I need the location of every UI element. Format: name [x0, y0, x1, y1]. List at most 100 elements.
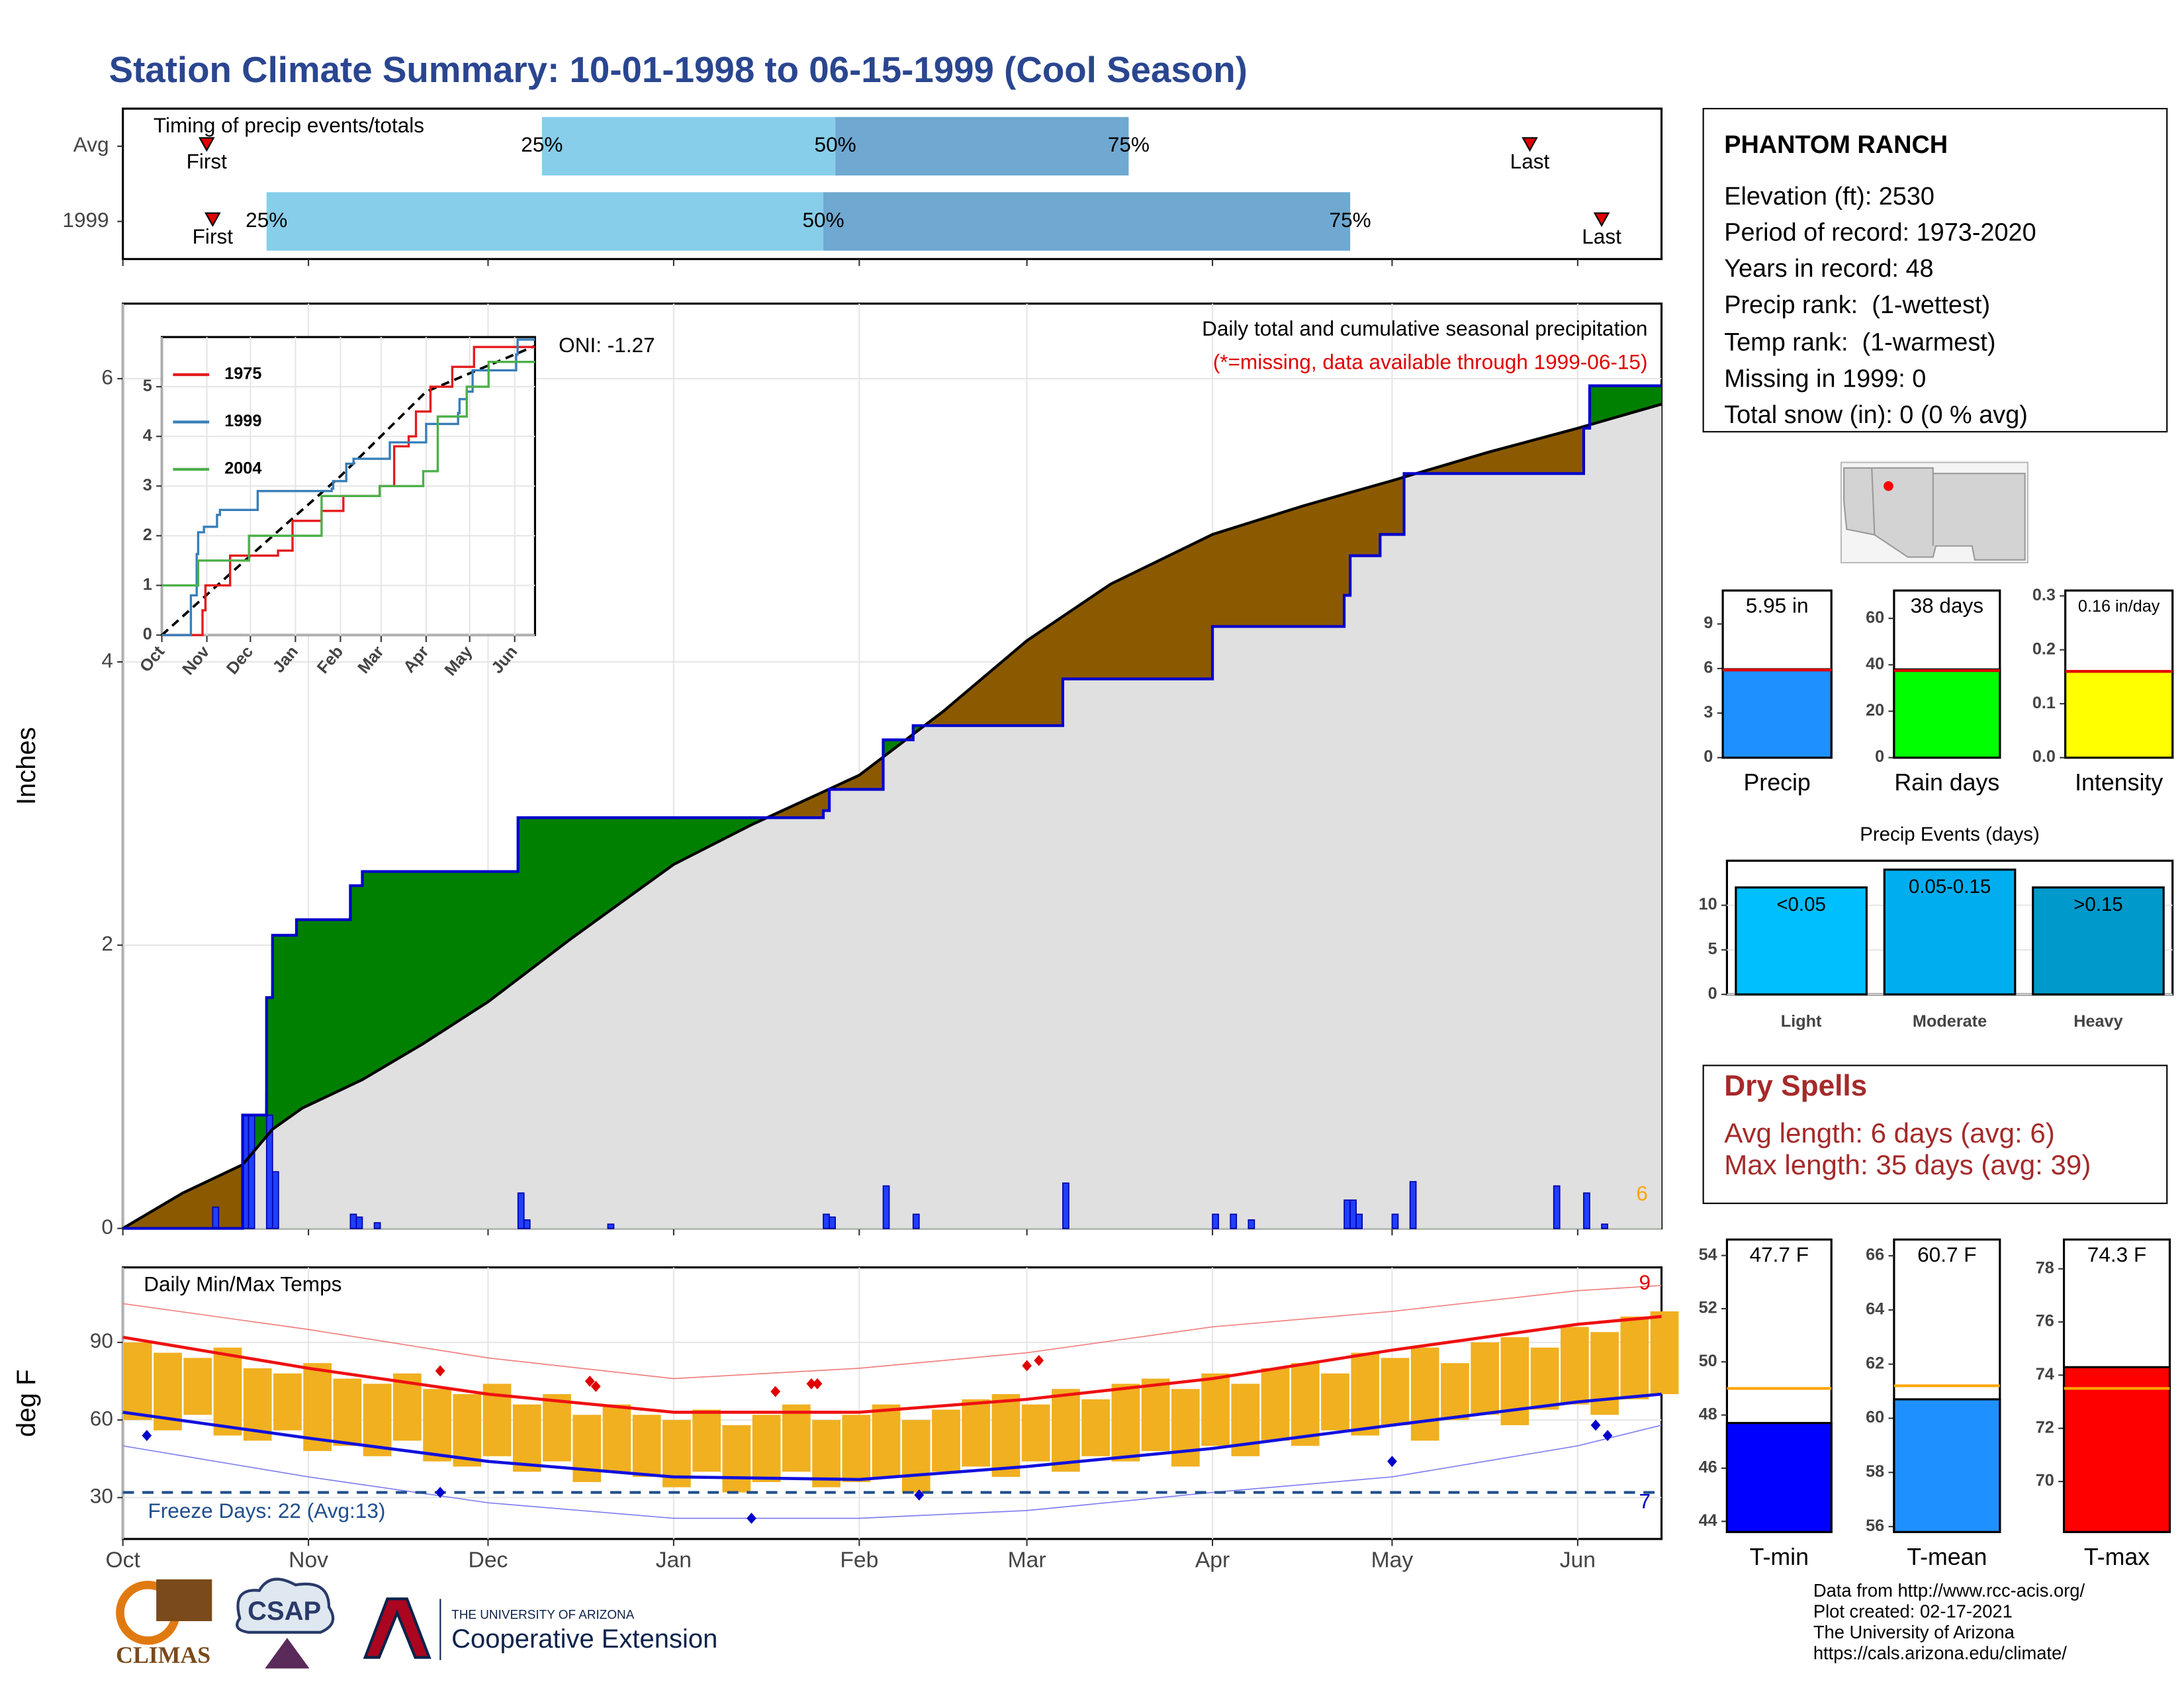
- temp-bar: [1590, 1332, 1619, 1415]
- daily-bar: [1343, 1199, 1351, 1229]
- daily-bar: [1230, 1213, 1238, 1229]
- temp-bar: [1650, 1311, 1679, 1395]
- timing-title: Timing of precip events/totals: [154, 113, 424, 137]
- daily-bar: [1409, 1181, 1417, 1229]
- temp-bar: [901, 1420, 931, 1493]
- event-label: Last: [1510, 149, 1550, 173]
- y-tick-label: 58: [1866, 1462, 1884, 1481]
- temp-bar: [692, 1409, 721, 1472]
- extension-name: Cooperative Extension: [451, 1624, 717, 1654]
- temp-bar: [752, 1415, 781, 1482]
- ua-name: THE UNIVERSITY OF ARIZONA: [451, 1609, 635, 1622]
- temp-bar: [123, 1342, 152, 1421]
- daily-bar: [1248, 1219, 1255, 1229]
- record-marker: [806, 1378, 817, 1389]
- value-label: 60.7 F: [1917, 1243, 1976, 1266]
- y-tick-label: 6: [101, 365, 113, 389]
- daily-bar: [607, 1223, 615, 1229]
- temp-bar: [183, 1358, 212, 1415]
- temp-bar: [1081, 1399, 1111, 1456]
- temp-bar: [1410, 1347, 1439, 1441]
- y-tick-label: 44: [1699, 1511, 1717, 1530]
- daily-bar: [1212, 1213, 1219, 1229]
- y-tick-label: 5: [1708, 940, 1717, 959]
- y-tick-label: 0: [1875, 747, 1884, 766]
- y-tick-label: 66: [1866, 1246, 1884, 1264]
- daily-bar: [1553, 1185, 1561, 1229]
- precip-title: Daily total and cumulative seasonal prec…: [1202, 316, 1647, 340]
- y-tick-label: 0: [1708, 984, 1717, 1003]
- quantile-label: 25%: [246, 208, 287, 232]
- record-marker: [435, 1487, 445, 1498]
- temp-bar: [453, 1394, 482, 1467]
- footer-line: Plot created: 02-17-2021: [1813, 1601, 2013, 1622]
- record-marker: [812, 1378, 823, 1389]
- y-tick-label: 46: [1699, 1458, 1717, 1477]
- temp-line: [122, 1425, 1662, 1519]
- footer-line: Data from http://www.rcc-acis.org/: [1813, 1580, 2085, 1601]
- series-line: [161, 338, 535, 637]
- y-tick-label: 4: [101, 648, 113, 672]
- y-tick-label: 56: [1866, 1517, 1884, 1535]
- series-line: [161, 346, 535, 637]
- event-bar: [1735, 886, 1868, 996]
- csap-logo: CSAP: [248, 1597, 321, 1626]
- value-label: 74.3 F: [2087, 1243, 2146, 1266]
- daily-bar: [248, 1114, 255, 1229]
- footer: Data from http://www.rcc-acis.org/ Plot …: [1813, 1580, 2085, 1664]
- category-label: Heavy: [2073, 1012, 2122, 1031]
- y-tick-label: 48: [1699, 1405, 1717, 1423]
- temp-bar: [872, 1404, 901, 1477]
- temp-bar: [1471, 1342, 1500, 1415]
- y-tick-label: 70: [2036, 1472, 2054, 1490]
- note-high: 9: [1639, 1270, 1651, 1294]
- temp-bar: [991, 1394, 1021, 1477]
- record-marker: [747, 1513, 756, 1524]
- record-marker: [584, 1376, 595, 1387]
- temp-bar: [1441, 1363, 1469, 1421]
- y-tick-label: 6: [1704, 659, 1713, 677]
- event-bar: [2032, 886, 2165, 996]
- x-tick-label: Nov: [289, 1548, 328, 1572]
- events-title: Precip Events (days): [1860, 823, 2040, 845]
- note-low: 7: [1639, 1489, 1651, 1513]
- temp-bar: [423, 1389, 451, 1462]
- legend-label: 2004: [224, 459, 261, 478]
- category-label: T-max: [2084, 1544, 2150, 1570]
- station-line: Total snow (in): 0 (0 % avg): [1724, 401, 2028, 429]
- y-tick-label: 60: [90, 1406, 113, 1430]
- y-tick-label: 62: [1866, 1354, 1884, 1372]
- temp-bar: [1351, 1352, 1380, 1436]
- y-tick-label: 52: [1699, 1299, 1717, 1317]
- y-tick-label: 0.2: [2032, 639, 2056, 658]
- temp-bar: [812, 1420, 841, 1487]
- y-tick-label: 50: [1699, 1352, 1717, 1370]
- station-line: Precip rank: (1-wettest): [1724, 291, 1990, 319]
- temp-bar: [782, 1404, 811, 1472]
- daily-bar: [1355, 1213, 1363, 1229]
- temp-line: [122, 1392, 1662, 1481]
- station-line: Temp rank: (1-warmest): [1724, 329, 1995, 357]
- y-tick-label: 4: [143, 426, 152, 445]
- daily-bar: [373, 1222, 381, 1229]
- row-label: 1999: [62, 208, 109, 232]
- event-bar: [1883, 868, 2017, 996]
- late-bar: [823, 192, 1351, 251]
- temp-bar: [213, 1347, 242, 1436]
- early-bar: [266, 192, 824, 251]
- temp-bar: [1111, 1383, 1140, 1462]
- temp-bar: [1141, 1378, 1170, 1452]
- dry-spells: Dry Spells Avg length: 6 days (avg: 6) M…: [1702, 1064, 2168, 1204]
- temp-bar: [543, 1394, 571, 1462]
- quantile-label: 75%: [1330, 208, 1371, 232]
- category-label: T-min: [1750, 1544, 1809, 1570]
- category-label: Moderate: [1913, 1012, 1987, 1031]
- y-tick-label: 2: [143, 526, 152, 544]
- bin-label: >0.15: [2073, 894, 2123, 915]
- daily-bar: [829, 1216, 836, 1229]
- y-tick-label: 0: [101, 1215, 113, 1239]
- temp-bar: [512, 1404, 541, 1472]
- precip-subtitle: (*=missing, data available through 1999-…: [1213, 350, 1648, 373]
- quantile-label: 50%: [815, 132, 856, 156]
- category-label: Light: [1781, 1012, 1822, 1031]
